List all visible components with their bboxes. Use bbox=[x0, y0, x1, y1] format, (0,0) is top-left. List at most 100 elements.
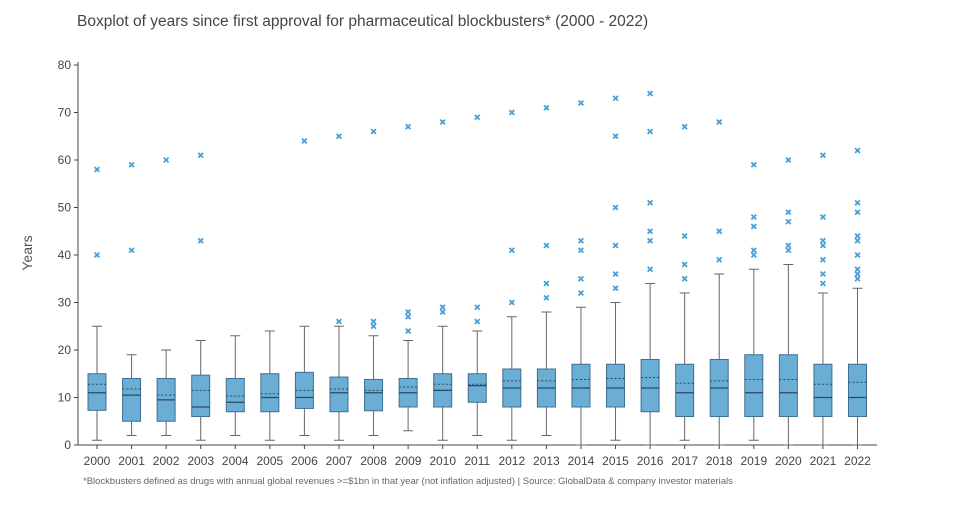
outlier-point bbox=[819, 256, 826, 263]
y-tick-label: 10 bbox=[58, 391, 72, 405]
outlier-point bbox=[854, 209, 861, 216]
outlier-point bbox=[543, 294, 550, 301]
outlier-mark-stroke bbox=[681, 123, 688, 130]
outlier-mark-stroke bbox=[854, 232, 861, 240]
outlier-mark-stroke bbox=[335, 318, 343, 325]
outlier-point bbox=[647, 128, 654, 135]
outlier-mark-stroke bbox=[612, 270, 619, 278]
outlier-point bbox=[508, 247, 515, 254]
outlier-mark-stroke bbox=[405, 313, 412, 320]
x-tick-label: 2009 bbox=[395, 454, 422, 468]
outlier-point bbox=[197, 237, 204, 244]
outlier-point bbox=[335, 318, 343, 325]
x-tick-label: 2012 bbox=[498, 454, 525, 468]
outlier-mark-stroke bbox=[716, 118, 723, 126]
outlier-mark-stroke bbox=[335, 133, 343, 140]
x-tick-label: 2019 bbox=[740, 454, 767, 468]
outlier-point bbox=[819, 270, 826, 278]
outlier-point bbox=[785, 209, 792, 216]
outlier-point bbox=[128, 247, 135, 254]
y-tick-label: 40 bbox=[58, 248, 72, 262]
x-tick-label: 2007 bbox=[326, 454, 353, 468]
outlier-point bbox=[612, 270, 619, 278]
y-tick-label: 80 bbox=[58, 58, 72, 72]
outlier-mark-stroke bbox=[819, 242, 826, 249]
box-iqr bbox=[467, 373, 487, 403]
outlier-point bbox=[854, 275, 861, 282]
outlier-mark-stroke bbox=[647, 199, 654, 206]
y-axis-title: Years bbox=[19, 235, 35, 270]
outlier-mark-stroke bbox=[785, 209, 792, 216]
outlier-point bbox=[577, 99, 584, 107]
outlier-mark-stroke bbox=[577, 237, 584, 244]
x-tick-label: 2005 bbox=[256, 454, 283, 468]
outlier-point bbox=[750, 213, 757, 221]
outlier-mark-stroke bbox=[301, 137, 308, 145]
outlier-point bbox=[819, 237, 826, 244]
outlier-mark-stroke bbox=[93, 251, 101, 259]
outlier-mark-stroke bbox=[128, 247, 135, 254]
y-tick-label: 50 bbox=[58, 201, 72, 215]
x-tick-label: 2003 bbox=[187, 454, 214, 468]
outlier-point bbox=[647, 90, 654, 97]
outlier-mark-stroke bbox=[543, 242, 550, 249]
y-tick-label: 30 bbox=[58, 296, 72, 310]
outlier-mark-stroke bbox=[405, 327, 412, 335]
outlier-mark-stroke bbox=[785, 156, 792, 164]
box-2011 bbox=[467, 114, 487, 436]
outlier-mark-stroke bbox=[819, 237, 826, 244]
box-iqr bbox=[122, 378, 142, 422]
outlier-mark-stroke bbox=[93, 166, 101, 173]
outlier-mark-stroke bbox=[785, 247, 792, 254]
outlier-mark-stroke bbox=[854, 147, 861, 154]
outlier-mark-stroke bbox=[750, 213, 757, 221]
box-2002 bbox=[156, 156, 176, 436]
x-tick-label: 2018 bbox=[706, 454, 733, 468]
outlier-point bbox=[577, 237, 584, 244]
outlier-point bbox=[612, 285, 619, 292]
box-2017 bbox=[675, 123, 695, 441]
outlier-mark-stroke bbox=[854, 209, 861, 216]
outlier-mark-stroke bbox=[543, 280, 550, 287]
outlier-mark-stroke bbox=[819, 270, 826, 278]
outlier-mark-stroke bbox=[819, 280, 826, 287]
x-tick-label: 2020 bbox=[775, 454, 802, 468]
outlier-point bbox=[854, 251, 861, 259]
outlier-mark-stroke bbox=[612, 133, 619, 140]
x-tick-label: 2002 bbox=[153, 454, 180, 468]
x-tick-label: 2015 bbox=[602, 454, 629, 468]
outlier-point bbox=[93, 251, 101, 259]
x-tick-label: 2004 bbox=[222, 454, 249, 468]
outlier-mark-stroke bbox=[508, 247, 515, 254]
outlier-point bbox=[750, 247, 757, 254]
outlier-point bbox=[854, 270, 861, 278]
outlier-mark-stroke bbox=[819, 152, 826, 159]
x-tick-label: 2000 bbox=[84, 454, 111, 468]
outlier-point bbox=[612, 95, 619, 102]
outlier-point bbox=[543, 242, 550, 249]
box-2008 bbox=[364, 128, 384, 436]
x-tick-label: 2006 bbox=[291, 454, 318, 468]
box-2020 bbox=[778, 156, 798, 446]
box-iqr bbox=[640, 359, 660, 413]
outlier-point bbox=[508, 109, 515, 116]
box-iqr bbox=[744, 354, 764, 417]
outlier-mark-stroke bbox=[647, 266, 654, 273]
outlier-point bbox=[439, 308, 446, 316]
outlier-point bbox=[785, 242, 792, 249]
box-iqr bbox=[364, 378, 384, 412]
x-tick-label: 2008 bbox=[360, 454, 387, 468]
outlier-point bbox=[854, 232, 861, 240]
box-2004 bbox=[225, 335, 245, 436]
outlier-mark-stroke bbox=[577, 99, 584, 107]
outlier-mark-stroke bbox=[647, 128, 654, 135]
outlier-mark-stroke bbox=[197, 237, 204, 244]
x-tick-label: 2001 bbox=[118, 454, 145, 468]
box-2022 bbox=[848, 147, 867, 446]
outlier-point bbox=[716, 228, 723, 235]
outlier-mark-stroke bbox=[543, 294, 550, 301]
outlier-mark-stroke bbox=[785, 242, 792, 249]
outlier-point bbox=[716, 118, 723, 126]
box-iqr bbox=[606, 363, 626, 408]
y-tick-label: 60 bbox=[58, 153, 72, 167]
